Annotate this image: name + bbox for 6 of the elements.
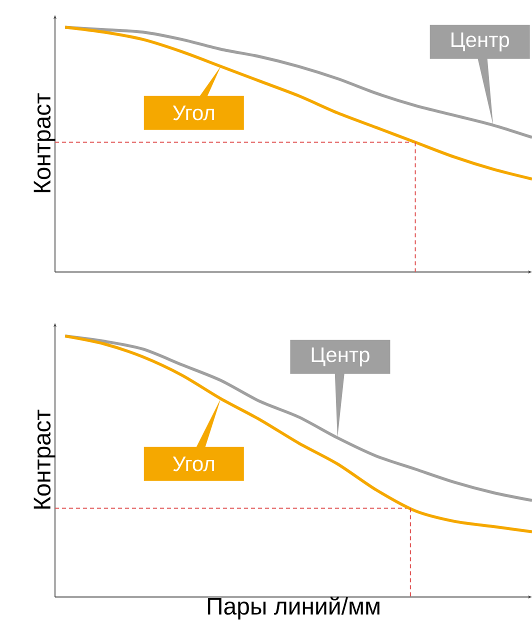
text: Центр bbox=[312, 348, 370, 366]
text: Угол bbox=[172, 456, 214, 472]
x-axis-title: Пары линий/мм bbox=[208, 596, 380, 620]
y-axis-title: Контраст bbox=[34, 93, 56, 192]
y-axis-title: Контраст bbox=[34, 410, 56, 509]
text: Центр bbox=[452, 32, 510, 52]
